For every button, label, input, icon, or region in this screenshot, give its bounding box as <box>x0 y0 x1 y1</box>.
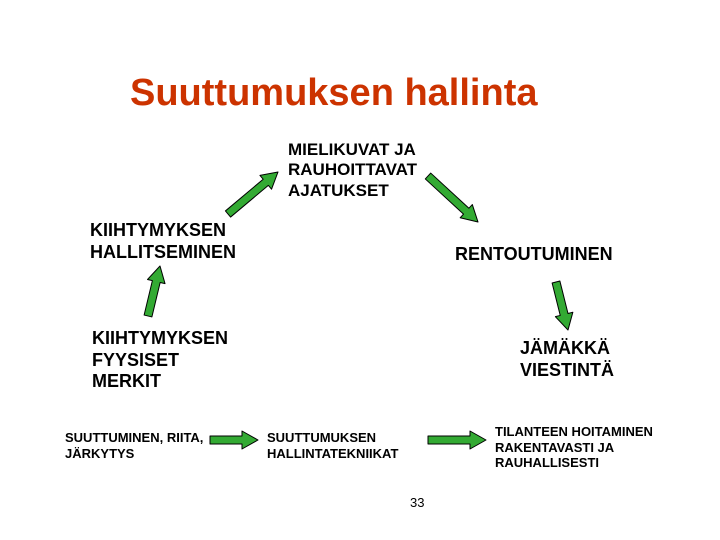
arrow-bm-to-br <box>428 431 486 449</box>
arrow-top-to-right1 <box>422 169 484 228</box>
arrow-left1-to-top <box>222 165 284 221</box>
diagram-stage: Suuttumuksen hallinta MIELIKUVAT JARAUHO… <box>0 0 720 540</box>
arrow-left2-to-left1 <box>139 264 169 318</box>
arrows-layer <box>0 0 720 540</box>
arrow-right1-to-right2 <box>547 280 576 332</box>
arrow-bl-to-bm <box>210 431 258 449</box>
